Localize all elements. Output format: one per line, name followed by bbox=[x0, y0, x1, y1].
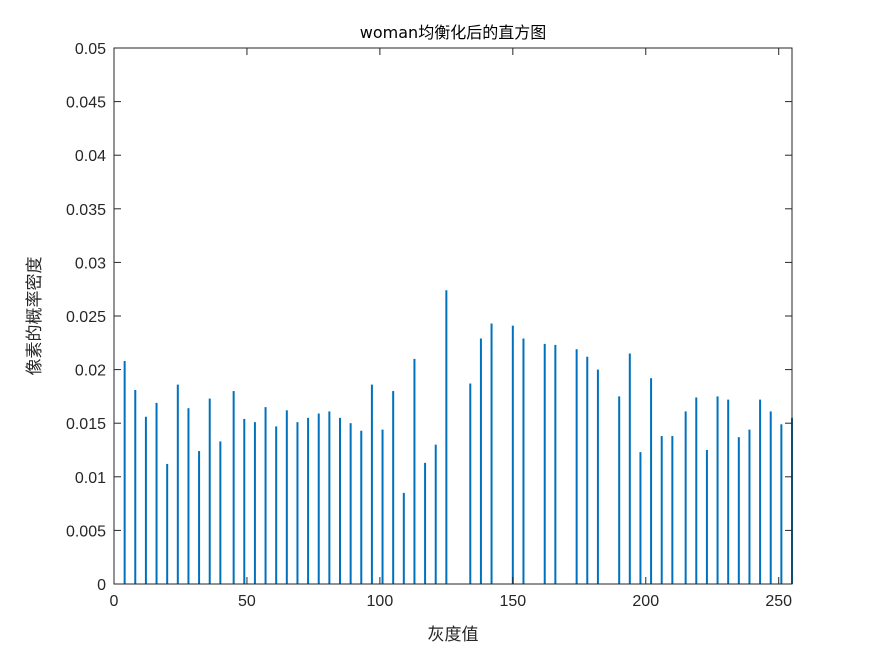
x-tick-label: 150 bbox=[499, 593, 526, 610]
axes-box bbox=[113, 47, 793, 585]
histogram-bar bbox=[434, 444, 437, 584]
histogram-bar bbox=[349, 423, 352, 584]
histogram-bar bbox=[469, 383, 472, 584]
histogram-bar bbox=[232, 391, 235, 584]
bars-group bbox=[123, 290, 793, 584]
histogram-bar bbox=[554, 344, 557, 584]
x-tick-label: 100 bbox=[367, 593, 394, 610]
y-tick-label: 0.04 bbox=[75, 148, 106, 165]
histogram-bar bbox=[307, 417, 310, 584]
histogram-bar bbox=[187, 408, 190, 584]
histogram-bar bbox=[253, 422, 256, 584]
histogram-bar bbox=[370, 384, 373, 584]
histogram-bar bbox=[264, 407, 267, 584]
x-axis-label: 灰度值 bbox=[428, 625, 479, 645]
histogram-bar bbox=[737, 437, 740, 584]
y-tick-label: 0.02 bbox=[75, 363, 106, 380]
histogram-bar bbox=[522, 338, 525, 584]
x-tick-label: 0 bbox=[110, 593, 119, 610]
histogram-bar bbox=[392, 391, 395, 584]
histogram-bar bbox=[402, 492, 405, 584]
histogram-bar bbox=[596, 369, 599, 584]
histogram-bar bbox=[628, 353, 631, 584]
y-tick-label: 0.05 bbox=[75, 41, 106, 58]
histogram-bar bbox=[275, 426, 278, 584]
histogram-bar bbox=[705, 450, 708, 584]
y-axis-label: 像素的概率密度 bbox=[25, 257, 45, 376]
histogram-bar bbox=[176, 384, 179, 584]
histogram-bar bbox=[618, 396, 621, 584]
histogram-bar bbox=[328, 411, 331, 584]
histogram-bar bbox=[123, 361, 126, 584]
histogram-bar bbox=[769, 411, 772, 584]
histogram-bar bbox=[360, 430, 363, 584]
histogram-bar bbox=[586, 356, 589, 584]
histogram-bar bbox=[134, 389, 137, 584]
x-tick-label: 200 bbox=[632, 593, 659, 610]
histogram-bar bbox=[424, 462, 427, 584]
ticks-group: 0 50 100 150 200 250 0 0.005 0.01 0.015 0.02 0.025 0… bbox=[66, 41, 792, 610]
histogram-bar bbox=[445, 290, 448, 584]
histogram-bar bbox=[543, 343, 546, 584]
histogram-bar bbox=[198, 451, 201, 584]
histogram-bar bbox=[780, 424, 783, 584]
histogram-bar bbox=[285, 410, 288, 584]
histogram-bar bbox=[479, 338, 482, 584]
chart-title: woman均衡化后的直方图 bbox=[360, 23, 546, 42]
histogram-bar bbox=[671, 436, 674, 584]
histogram-bar bbox=[575, 349, 578, 584]
histogram-bar bbox=[166, 463, 169, 584]
histogram-bar bbox=[511, 325, 514, 584]
histogram-bar bbox=[759, 399, 762, 584]
histogram-bar bbox=[639, 452, 642, 584]
y-tick-label: 0.045 bbox=[66, 95, 106, 112]
histogram-bar bbox=[695, 397, 698, 584]
histogram-bar bbox=[296, 422, 299, 584]
histogram-bar bbox=[650, 378, 653, 584]
histogram-bar bbox=[716, 396, 719, 584]
y-tick-label: 0 bbox=[97, 577, 106, 594]
y-tick-label: 0.03 bbox=[75, 255, 106, 272]
y-tick-label: 0.005 bbox=[66, 523, 106, 540]
histogram-bar bbox=[684, 411, 687, 584]
y-tick-label: 0.015 bbox=[66, 416, 106, 433]
histogram-bar bbox=[317, 413, 320, 584]
plot-area bbox=[114, 48, 792, 584]
histogram-bar bbox=[243, 418, 246, 584]
histogram-bar bbox=[748, 429, 751, 584]
y-tick-label: 0.01 bbox=[75, 470, 106, 487]
histogram-bar bbox=[490, 323, 493, 584]
histogram-bar bbox=[727, 399, 730, 584]
histogram-bar bbox=[208, 398, 211, 584]
x-tick-label: 50 bbox=[238, 593, 256, 610]
histogram-bar bbox=[144, 416, 147, 584]
histogram-bar bbox=[155, 402, 158, 584]
histogram-bar bbox=[413, 358, 416, 584]
x-tick-label: 250 bbox=[765, 593, 792, 610]
y-tick-label: 0.035 bbox=[66, 202, 106, 219]
histogram-bar bbox=[219, 441, 222, 584]
histogram-bar bbox=[660, 436, 663, 584]
y-tick-label: 0.025 bbox=[66, 309, 106, 326]
histogram-bar bbox=[339, 417, 341, 584]
histogram-bar bbox=[381, 429, 384, 584]
